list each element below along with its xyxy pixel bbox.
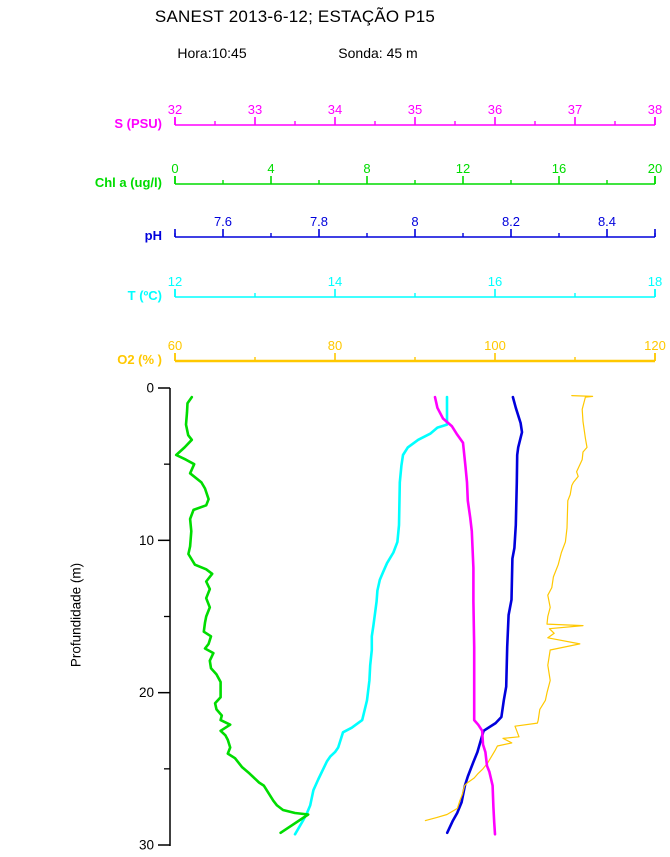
t-scale-tick-label: 12 (168, 274, 182, 289)
oxygen-scale-label: O2 (% ) (117, 352, 162, 367)
ph-scale-tick-label: 8 (411, 214, 418, 229)
s-scale-tick-label: 38 (648, 102, 662, 117)
salinity-curve (433, 395, 497, 836)
ph-scale-tick-label: 8.2 (502, 214, 520, 229)
chart-subtitle-hora: Hora:10:45 (177, 45, 247, 61)
depth-axis-tick-label: 0 (146, 381, 154, 396)
ph-scale-tick-label: 7.8 (310, 214, 328, 229)
chl-scale-tick-label: 16 (552, 161, 566, 176)
ph-scale-tick-label: 8.4 (598, 214, 616, 229)
s-scale-tick-label: 36 (488, 102, 502, 117)
oxygen-saturation-curve (424, 395, 594, 822)
depth-axis-tick-label: 10 (139, 533, 154, 548)
s-scale-tick-label: 37 (568, 102, 582, 117)
chart-title: SANEST 2013-6-12; ESTAÇÃO P15 (154, 7, 436, 26)
depth-axis-tick-label: 20 (139, 685, 154, 700)
o2-scale-tick-label: 60 (168, 338, 182, 353)
chlorophyll-a-curve (174, 395, 310, 835)
chl-scale-tick-label: 0 (171, 161, 178, 176)
o2-scale-tick-label: 100 (484, 338, 506, 353)
ph-scale-tick-label: 7.6 (214, 214, 232, 229)
chl-scale-tick-label: 8 (363, 161, 370, 176)
t-scale-tick-label: 16 (488, 274, 502, 289)
chl-scale-tick-label: 12 (456, 161, 470, 176)
chart-subtitle-sonda: Sonda: 45 m (338, 45, 418, 61)
s-scale-tick-label: 35 (408, 102, 422, 117)
chl-scale-tick-label: 20 (648, 161, 662, 176)
chlorophyll-scale-label: Chl a (ug/l) (94, 175, 162, 190)
temperature-scale-label: T (ºC) (127, 288, 162, 303)
s-scale-tick-label: 33 (248, 102, 262, 117)
depth-axis-tick-label: 30 (139, 838, 154, 853)
o2-scale-tick-label: 120 (644, 338, 666, 353)
temperature-curve (293, 395, 449, 836)
s-scale-tick-label: 34 (328, 102, 342, 117)
ph-scale-label: pH (144, 228, 162, 243)
o2-scale-tick-label: 80 (328, 338, 342, 353)
chl-scale-tick-label: 4 (267, 161, 274, 176)
salinity-scale-label: S (PSU) (114, 116, 162, 131)
s-scale-tick-label: 32 (168, 102, 182, 117)
t-scale-tick-label: 14 (328, 274, 342, 289)
t-scale-tick-label: 18 (648, 274, 662, 289)
